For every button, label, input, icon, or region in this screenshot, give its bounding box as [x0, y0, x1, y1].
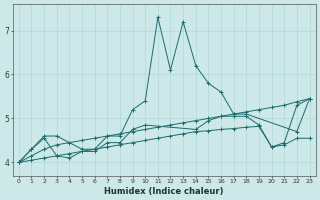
X-axis label: Humidex (Indice chaleur): Humidex (Indice chaleur) [104, 187, 224, 196]
